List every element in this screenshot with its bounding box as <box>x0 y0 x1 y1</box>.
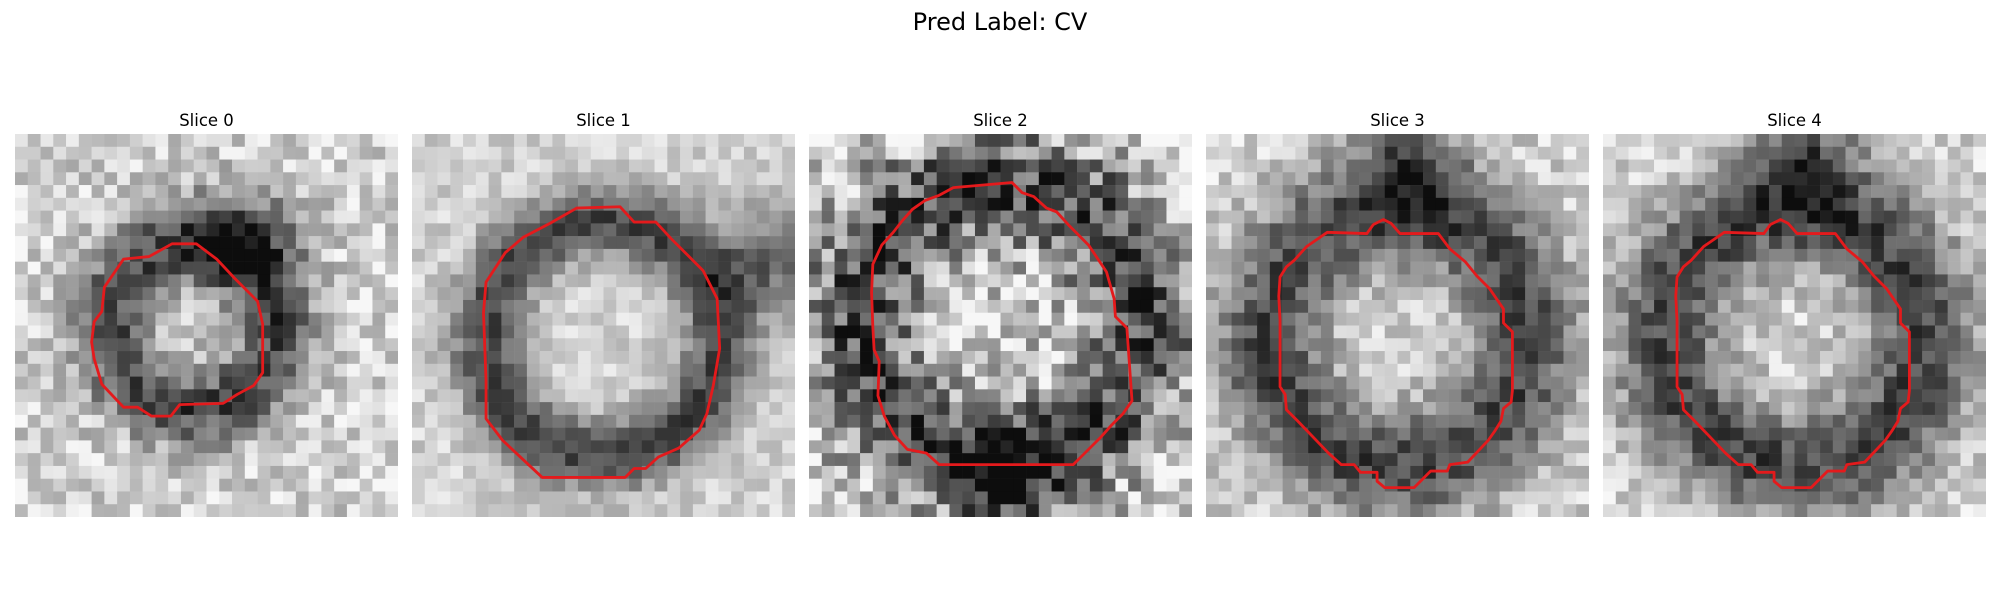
pixel-grid <box>1206 134 1589 517</box>
slice-image <box>412 134 795 517</box>
segmentation-contour <box>870 181 1134 467</box>
pixel-grid <box>412 134 795 517</box>
pixel-grid <box>809 134 1192 517</box>
panel-slice-4: Slice 4 <box>1603 108 1986 517</box>
slice-image <box>1206 134 1589 517</box>
pixel-grid <box>1603 134 1986 517</box>
figure-title: Pred Label: CV <box>912 8 1088 36</box>
panel-title: Slice 3 <box>1370 111 1425 130</box>
pixel-grid <box>15 134 398 517</box>
panel-slice-3: Slice 3 <box>1206 108 1589 517</box>
panel-title: Slice 2 <box>973 111 1028 130</box>
panel-slice-1: Slice 1 <box>412 108 795 517</box>
segmentation-contour <box>482 205 722 479</box>
segmentation-contour <box>1674 218 1911 490</box>
segmentation-contour <box>90 242 265 418</box>
panel-slice-0: Slice 0 <box>15 108 398 517</box>
slice-image <box>1603 134 1986 517</box>
slice-image <box>809 134 1192 517</box>
panel-slice-2: Slice 2 <box>809 108 1192 517</box>
panel-title: Slice 0 <box>179 111 234 130</box>
segmentation-contour <box>1277 218 1514 490</box>
panel-title: Slice 1 <box>576 111 631 130</box>
panel-title: Slice 4 <box>1767 111 1822 130</box>
slice-image <box>15 134 398 517</box>
